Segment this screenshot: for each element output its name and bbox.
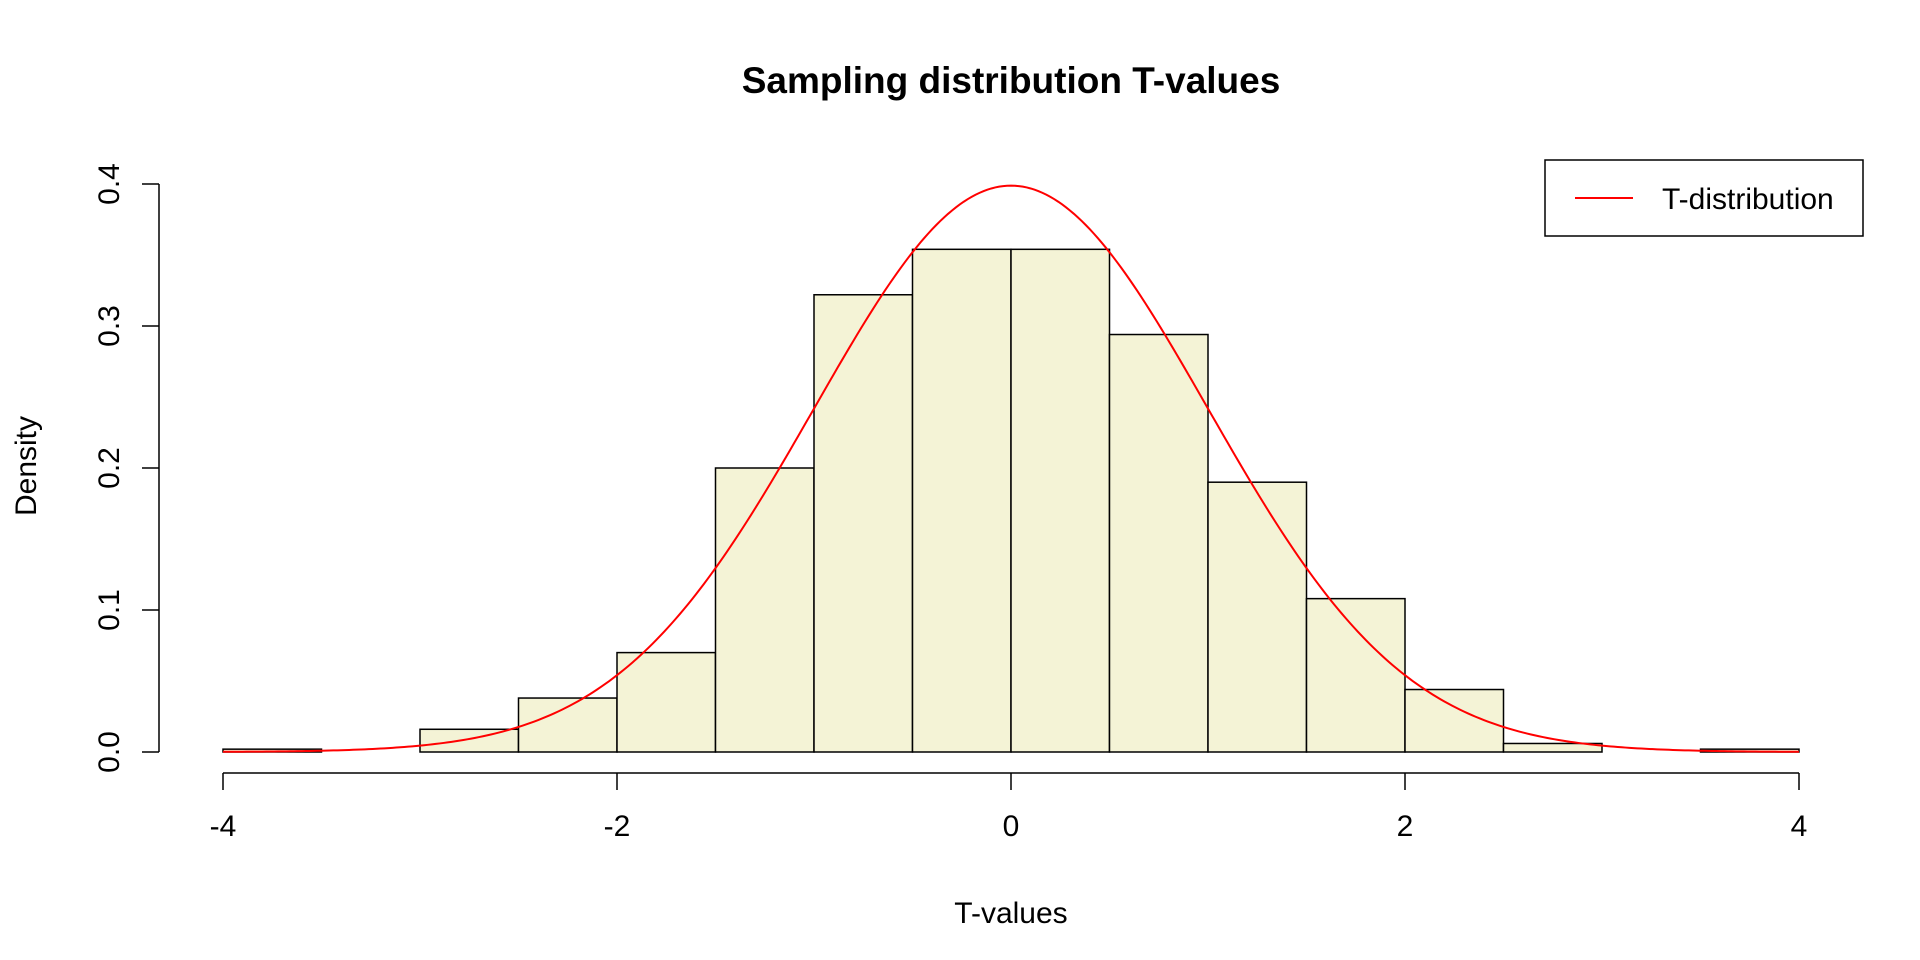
histogram-bar xyxy=(813,294,914,753)
x-axis-label: T-values xyxy=(954,897,1067,930)
legend: T-distribution xyxy=(1544,159,1864,237)
y-tick-label: 0.2 xyxy=(93,447,126,489)
histogram-bar xyxy=(616,651,717,753)
histogram-bar xyxy=(911,248,1012,753)
x-axis: -4 -2 0 2 4 xyxy=(210,772,1808,843)
histogram-bar xyxy=(1108,333,1209,753)
histogram-bars xyxy=(222,248,1800,753)
x-tick-label: -4 xyxy=(210,810,237,843)
histogram-bar xyxy=(714,467,815,753)
histogram-bar xyxy=(419,728,520,753)
x-tick-label: 2 xyxy=(1397,810,1414,843)
x-tick-label: 0 xyxy=(1003,810,1020,843)
histogram-bar xyxy=(1502,742,1603,753)
t-distribution-curve xyxy=(222,184,1800,753)
y-axis: 0.0 0.1 0.2 0.3 0.4 xyxy=(93,163,160,773)
y-tick-label: 0.3 xyxy=(93,305,126,347)
histogram-bar xyxy=(1010,248,1111,753)
legend-label: T-distribution xyxy=(1662,183,1834,216)
y-tick-label: 0.4 xyxy=(93,163,126,205)
histogram-bar xyxy=(1404,688,1505,753)
y-axis-label: Density xyxy=(10,416,43,516)
histogram-bar xyxy=(1207,481,1308,753)
x-tick-label: 4 xyxy=(1791,810,1808,843)
y-tick-label: 0.0 xyxy=(93,731,126,773)
y-tick-label: 0.1 xyxy=(93,589,126,631)
chart-title: Sampling distribution T-values xyxy=(742,60,1281,101)
x-tick-label: -2 xyxy=(604,810,631,843)
histogram-bar xyxy=(1305,597,1406,753)
